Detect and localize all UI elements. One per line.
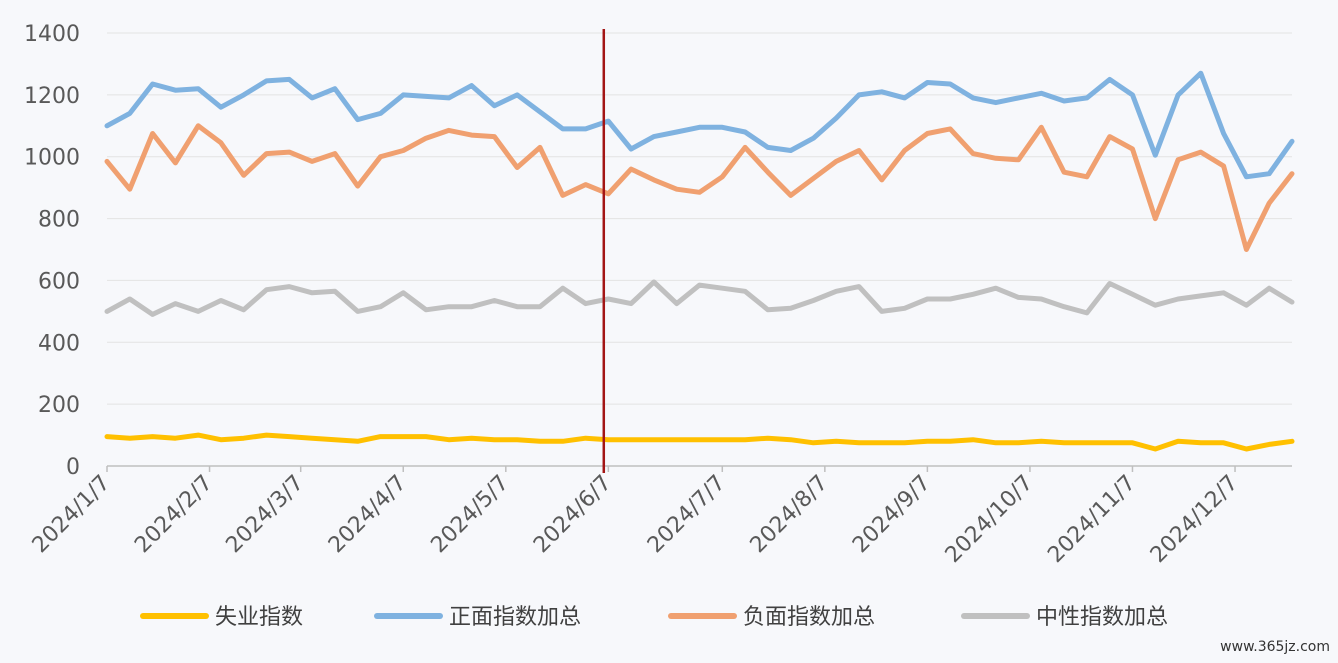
y-tick-label: 1200 bbox=[24, 84, 80, 109]
y-axis: 0 200 400 600 800 1000 1200 1400 bbox=[24, 22, 80, 480]
x-tick-label: 2024/2/7 bbox=[130, 471, 218, 559]
y-tick-label: 200 bbox=[38, 393, 80, 418]
x-tick-label: 2024/6/7 bbox=[529, 471, 617, 559]
y-tick-label: 600 bbox=[38, 269, 80, 294]
y-tick-label: 800 bbox=[38, 208, 80, 233]
x-tick-label: 2024/9/7 bbox=[848, 471, 936, 559]
watermark-text: www.365jz.com bbox=[1220, 639, 1330, 655]
series-line bbox=[104, 123, 1295, 252]
series-group bbox=[104, 70, 1295, 452]
x-tick-label: 2024/10/7 bbox=[941, 471, 1038, 568]
x-tick-label: 2024/12/7 bbox=[1146, 471, 1243, 568]
y-tick-label: 0 bbox=[66, 455, 80, 480]
x-tick-label: 2024/5/7 bbox=[426, 471, 514, 559]
legend-label: 正面指数加总 bbox=[449, 605, 581, 630]
series-line bbox=[104, 70, 1295, 180]
x-tick-label: 2024/4/7 bbox=[324, 471, 412, 559]
grid-lines bbox=[107, 32, 1292, 405]
y-tick-label: 1000 bbox=[24, 146, 80, 171]
x-tick-label: 2024/8/7 bbox=[746, 471, 834, 559]
y-tick-label: 1400 bbox=[24, 22, 80, 47]
series-line bbox=[104, 432, 1295, 452]
x-axis: 2024/1/7 2024/2/7 2024/3/7 2024/4/7 2024/5/7… bbox=[28, 465, 1292, 568]
y-tick-label: 400 bbox=[38, 331, 80, 356]
x-tick-label: 2024/3/7 bbox=[221, 471, 309, 559]
legend-label: 负面指数加总 bbox=[743, 605, 875, 630]
x-tick-label: 2024/7/7 bbox=[643, 471, 731, 559]
legend-label: 失业指数 bbox=[215, 605, 303, 630]
series-line bbox=[104, 279, 1295, 317]
legend: 失业指数 正面指数加总 负面指数加总 中性指数加总 bbox=[140, 605, 1168, 630]
x-tick-label: 2024/1/7 bbox=[28, 471, 116, 559]
x-tick-label: 2024/11/7 bbox=[1043, 471, 1140, 568]
legend-label: 中性指数加总 bbox=[1036, 605, 1168, 630]
